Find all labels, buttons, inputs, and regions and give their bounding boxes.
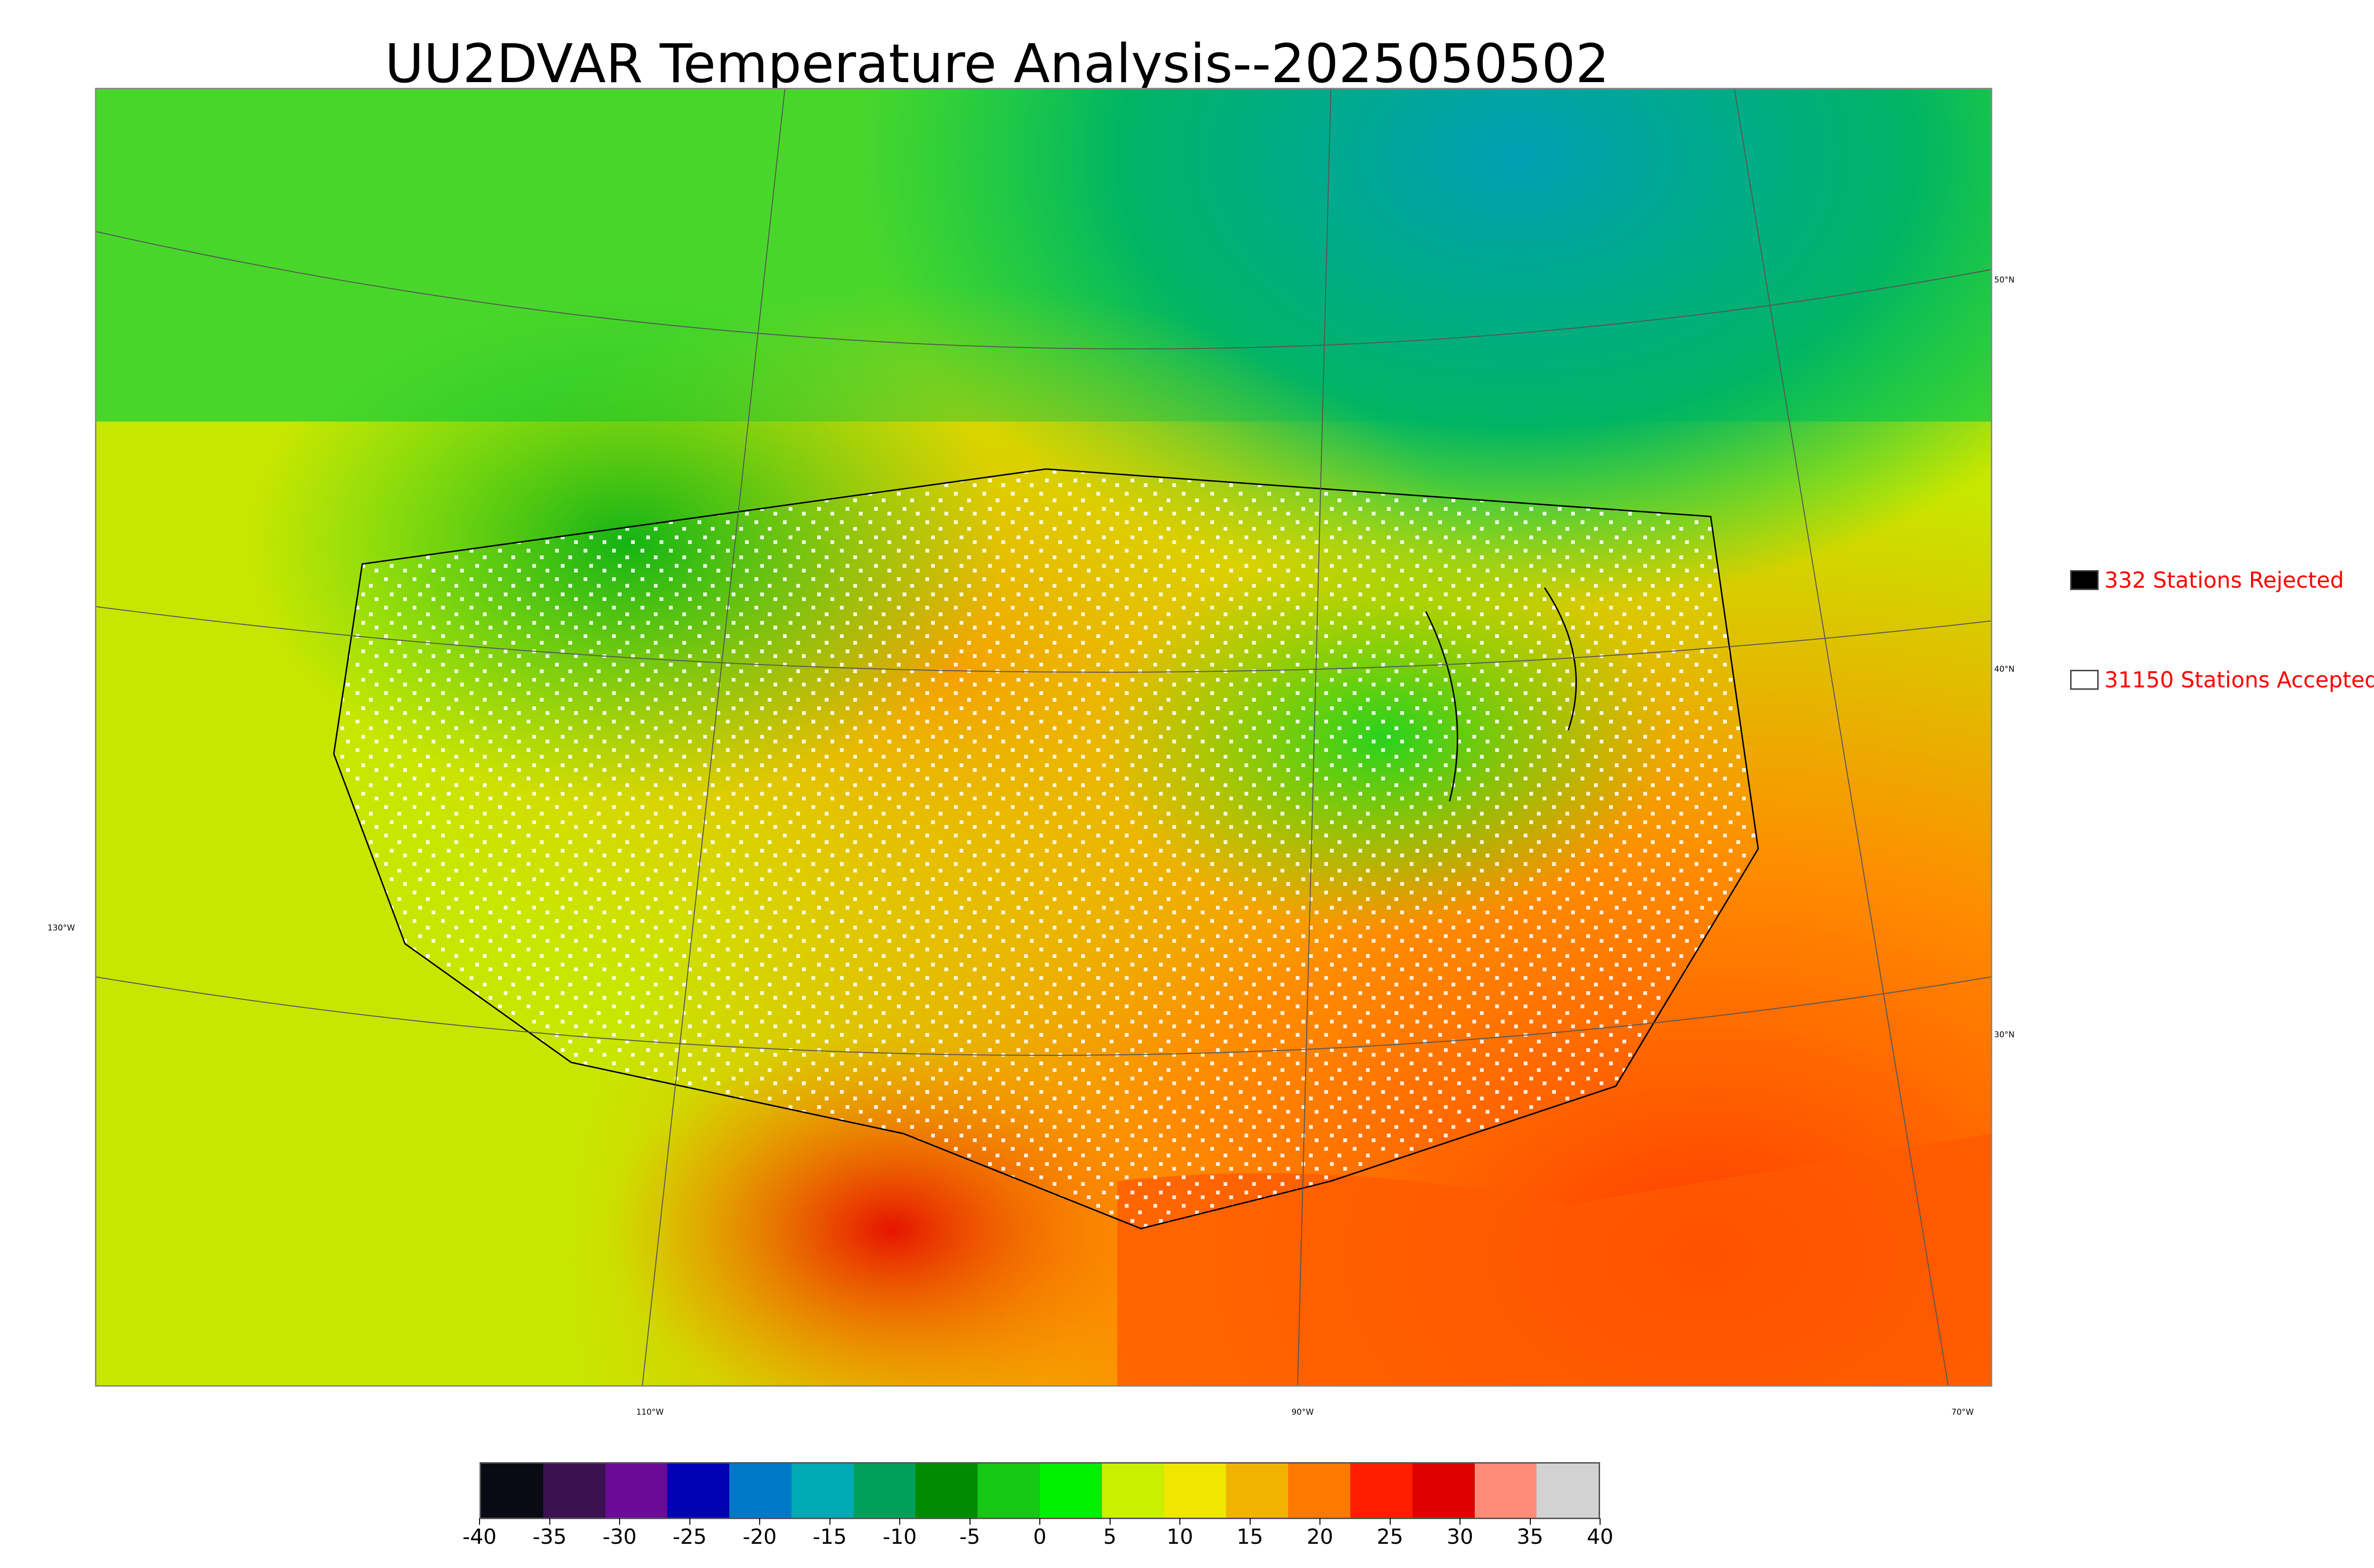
colorbar-tick <box>1529 1518 1531 1525</box>
colorbar-tick-label: 20 <box>1307 1525 1333 1549</box>
colorbar-segment <box>1102 1464 1164 1518</box>
colorbar-tick-label: 40 <box>1587 1525 1613 1549</box>
accepted-swatch <box>2070 670 2099 690</box>
colorbar-segment <box>605 1464 668 1518</box>
colorbar-tick-label: 25 <box>1376 1525 1404 1549</box>
colorbar-tick <box>1109 1518 1111 1525</box>
temperature-colorbar <box>480 1462 1600 1519</box>
colorbar-tick <box>1179 1518 1180 1525</box>
colorbar-segment <box>1412 1464 1475 1518</box>
colorbar-tick <box>829 1518 830 1525</box>
colorbar-segment <box>1164 1464 1226 1518</box>
colorbar-tick-label: -20 <box>743 1525 777 1549</box>
legend-rejected: 332 Stations Rejected <box>2070 567 2344 593</box>
colorbar-tick-label: 5 <box>1103 1525 1117 1549</box>
colorbar-tick-label: -5 <box>959 1525 980 1549</box>
colorbar-tick <box>899 1518 900 1525</box>
colorbar-segment <box>1536 1464 1599 1518</box>
lat-label-30n: 30°N <box>1994 1030 2015 1040</box>
colorbar-tick-label: -35 <box>532 1525 567 1549</box>
colorbar-tick <box>1600 1518 1601 1525</box>
colorbar-tick <box>1389 1518 1391 1525</box>
colorbar-segment <box>1474 1464 1537 1518</box>
temperature-map[interactable] <box>95 88 1992 1387</box>
rejected-label: 332 Stations Rejected <box>2104 567 2344 593</box>
colorbar-tick <box>759 1518 760 1525</box>
colorbar-segment <box>543 1464 605 1518</box>
colorbar-tick-label: -30 <box>603 1525 637 1549</box>
colorbar-tick <box>689 1518 690 1525</box>
lat-label-50n: 50°N <box>1994 275 2015 285</box>
colorbar-tick <box>1319 1518 1320 1525</box>
colorbar-tick-label: 0 <box>1033 1525 1046 1549</box>
colorbar-tick-label: 35 <box>1517 1525 1544 1549</box>
colorbar-tick-label: 30 <box>1447 1525 1473 1549</box>
colorbar-segment <box>1288 1464 1350 1518</box>
lon-label-110w: 110°W <box>636 1408 664 1417</box>
colorbar-tick-label: -40 <box>462 1525 497 1549</box>
colorbar-segment <box>915 1464 978 1518</box>
colorbar-tick <box>479 1518 480 1525</box>
colorbar-tick-label: 10 <box>1167 1525 1193 1549</box>
colorbar-segment <box>481 1464 543 1518</box>
colorbar-segment <box>791 1464 854 1518</box>
colorbar-segment <box>1226 1464 1289 1518</box>
colorbar-tick-label: -15 <box>812 1525 847 1549</box>
colorbar-tick-label: -10 <box>883 1525 917 1549</box>
accepted-label: 31150 Stations Accepted <box>2104 667 2374 693</box>
colorbar-segment <box>978 1464 1040 1518</box>
colorbar-tick <box>549 1518 550 1525</box>
colorbar-segment <box>1040 1464 1102 1518</box>
rejected-swatch <box>2070 570 2099 590</box>
colorbar-tick-label: 15 <box>1236 1525 1263 1549</box>
colorbar-tick-label: -25 <box>672 1525 707 1549</box>
colorbar-segment <box>667 1464 730 1518</box>
colorbar-tick <box>1249 1518 1251 1525</box>
temperature-map-canvas <box>96 89 1991 1385</box>
legend-accepted: 31150 Stations Accepted <box>2070 667 2374 693</box>
colorbar-tick <box>619 1518 620 1525</box>
lon-label-70w: 70°W <box>1951 1408 1974 1417</box>
colorbar-tick <box>1039 1518 1040 1525</box>
lat-label-40n: 40°N <box>1994 665 2015 674</box>
map-title: UU2DVAR Temperature Analysis--2025050502 <box>385 33 1610 95</box>
colorbar-segment <box>729 1464 791 1518</box>
colorbar-segment <box>1350 1464 1413 1518</box>
lon-label-90w: 90°W <box>1291 1408 1314 1417</box>
colorbar-segment <box>853 1464 916 1518</box>
lon-label-130w: 130°W <box>47 923 75 933</box>
